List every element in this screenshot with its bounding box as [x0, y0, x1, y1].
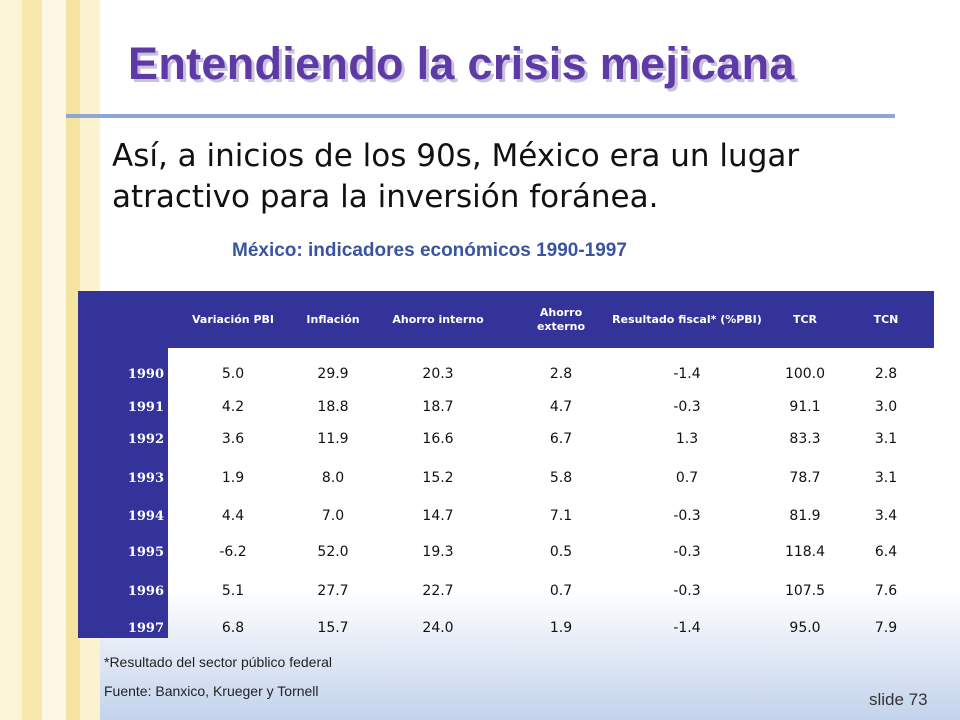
- row-year: 1993: [127, 470, 164, 486]
- column-header: Inflación: [306, 312, 360, 326]
- table-cell: 15.2: [422, 470, 454, 486]
- table-cell: 3.1: [874, 431, 898, 447]
- table-cell: 15.7: [317, 620, 349, 636]
- table-cell: 83.3: [789, 431, 821, 447]
- table-cell: 3.6: [221, 431, 245, 447]
- decorative-stripes: [0, 0, 100, 720]
- table-cell: -0.3: [673, 399, 701, 415]
- table-cell: 22.7: [422, 583, 454, 599]
- table-cell: 14.7: [422, 508, 454, 524]
- slide-number: slide 73: [869, 690, 928, 709]
- table-caption: México: indicadores económicos 1990-1997: [232, 240, 627, 261]
- table-cell: 0.7: [549, 583, 573, 599]
- table-cell: 7.9: [874, 620, 898, 636]
- row-year: 1991: [127, 399, 164, 415]
- table-cell: 20.3: [422, 366, 454, 382]
- table-cell: 1.9: [221, 470, 245, 486]
- table-cell: 95.0: [789, 620, 821, 636]
- table-cell: 27.7: [317, 583, 349, 599]
- row-year: 1992: [127, 431, 164, 447]
- row-year: 1990: [127, 366, 164, 382]
- table-cell: 8.0: [321, 470, 345, 486]
- table-cell: -6.2: [219, 544, 247, 560]
- table-cell: 100.0: [784, 366, 826, 382]
- table-cell: 52.0: [317, 544, 349, 560]
- table-cell: -1.4: [673, 366, 701, 382]
- column-header: Resultado fiscal* (%PBI): [612, 312, 762, 326]
- table-cell: 0.7: [675, 470, 699, 486]
- row-year: 1997: [127, 620, 164, 636]
- table-cell: 11.9: [317, 431, 349, 447]
- table-cell: 3.1: [874, 470, 898, 486]
- table-cell: 29.9: [317, 366, 349, 382]
- table-cell: 5.8: [549, 470, 573, 486]
- table-cell: 6.7: [549, 431, 573, 447]
- table-cell: 19.3: [422, 544, 454, 560]
- table-cell: 24.0: [422, 620, 454, 636]
- table-cell: 18.7: [422, 399, 454, 415]
- table-cell: 1.9: [549, 620, 573, 636]
- table-cell: 1.3: [675, 431, 699, 447]
- table-cell: 5.0: [221, 366, 245, 382]
- row-year: 1994: [127, 508, 164, 524]
- table-cell: 2.8: [874, 366, 898, 382]
- table-year-column: [78, 348, 168, 638]
- table-cell: 3.4: [874, 508, 898, 524]
- table-cell: 118.4: [784, 544, 826, 560]
- table-cell: 4.7: [549, 399, 573, 415]
- table-cell: 2.8: [549, 366, 573, 382]
- table-cell: 18.8: [317, 399, 349, 415]
- title-underline: [66, 114, 895, 118]
- table-cell: 107.5: [784, 583, 826, 599]
- table-cell: 6.8: [221, 620, 245, 636]
- table-cell: 91.1: [789, 399, 821, 415]
- table-cell: 4.2: [221, 399, 245, 415]
- row-year: 1995: [127, 544, 164, 560]
- slide-title: Entendiendo la crisis mejicana: [128, 38, 795, 89]
- table-cell: -0.3: [673, 583, 701, 599]
- column-header: Ahorro interno: [392, 312, 484, 326]
- bullet-line-2: atractivo para la inversión foránea.: [112, 179, 659, 215]
- table-cell: 7.0: [321, 508, 345, 524]
- table-cell: 0.5: [549, 544, 573, 560]
- column-header: Ahorro externo: [536, 305, 586, 333]
- row-year: 1996: [127, 583, 164, 599]
- bullet-line-1: Así, a inicios de los 90s, México era un…: [112, 138, 800, 174]
- table-cell: 3.0: [874, 399, 898, 415]
- table-cell: 7.6: [874, 583, 898, 599]
- column-header: TCR: [792, 312, 818, 326]
- table-cell: -1.4: [673, 620, 701, 636]
- table-cell: 16.6: [422, 431, 454, 447]
- table-cell: -0.3: [673, 508, 701, 524]
- table-cell: 5.1: [221, 583, 245, 599]
- table-cell: 4.4: [221, 508, 245, 524]
- column-header: Variación PBI: [191, 312, 274, 326]
- table-cell: 78.7: [789, 470, 821, 486]
- table-cell: 81.9: [789, 508, 821, 524]
- source-note: Fuente: Banxico, Krueger y Tornell: [104, 683, 319, 699]
- table-cell: -0.3: [673, 544, 701, 560]
- table-cell: 7.1: [549, 508, 573, 524]
- table-header-band: [78, 291, 934, 348]
- bullet-text: Así, a inicios de los 90s, México era un…: [112, 136, 872, 218]
- footnote: *Resultado del sector público federal: [104, 654, 333, 670]
- column-header: TCN: [873, 312, 899, 326]
- table-cell: 6.4: [874, 544, 898, 560]
